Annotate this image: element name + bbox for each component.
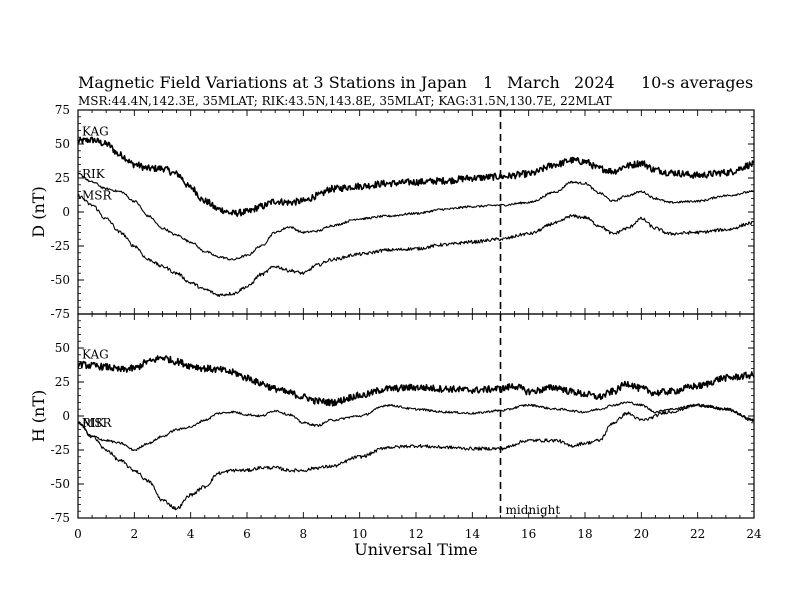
y-tick-label: -75 — [51, 511, 70, 525]
y-tick-label: 25 — [55, 171, 70, 185]
y-tick-label: 0 — [62, 409, 70, 423]
x-tick-label: 20 — [634, 527, 649, 541]
x-tick-label: 6 — [243, 527, 251, 541]
y-tick-label: 50 — [55, 341, 70, 355]
chart-year: 2024 — [574, 73, 615, 92]
series-label-msr: MSR — [82, 189, 113, 203]
series-line-msr — [77, 193, 755, 298]
y-tick-label: -50 — [51, 477, 70, 491]
series-line-msr — [77, 403, 755, 511]
x-tick-label: 14 — [465, 527, 481, 541]
x-tick-label: 10 — [352, 527, 367, 541]
x-tick-label: 18 — [577, 527, 592, 541]
x-tick-label: 24 — [746, 527, 762, 541]
series-label-kag: KAG — [82, 124, 109, 138]
chart-averages: 10-s averages — [641, 73, 753, 92]
panel-frame — [77, 313, 755, 519]
y-tick-label: -75 — [51, 307, 70, 321]
x-tick-label: 0 — [74, 527, 82, 541]
y-axis-label: D (nT) — [29, 186, 48, 237]
series-label-rik: RIK — [82, 416, 106, 430]
chart-month: March — [507, 73, 560, 92]
series-label-kag: KAG — [82, 347, 109, 361]
series-line-rik — [77, 172, 755, 261]
y-tick-label: 75 — [55, 103, 70, 117]
y-tick-label: 50 — [55, 137, 70, 151]
y-tick-label: -50 — [51, 273, 70, 287]
x-tick-label: 22 — [690, 527, 705, 541]
y-tick-label: -25 — [51, 443, 70, 457]
chart-title: Magnetic Field Variations at 3 Stations … — [78, 73, 467, 92]
series-line-rik — [77, 401, 755, 452]
x-axis-label: Universal Time — [354, 540, 477, 559]
station-coordinates: MSR:44.4N,142.3E, 35MLAT; RIK:43.5N,143.… — [78, 94, 612, 108]
series-line-kag — [77, 355, 755, 407]
x-tick-label: 2 — [131, 527, 139, 541]
y-axis-label: H (nT) — [29, 390, 48, 443]
x-tick-label: 16 — [521, 527, 536, 541]
y-tick-label: -25 — [51, 239, 70, 253]
y-tick-label: 25 — [55, 375, 70, 389]
x-tick-label: 8 — [300, 527, 308, 541]
chart-day: 1 — [483, 73, 493, 92]
x-tick-label: 12 — [408, 527, 423, 541]
x-tick-label: 4 — [187, 527, 195, 541]
series-line-kag — [77, 136, 755, 217]
midnight-label: midnight — [506, 503, 561, 517]
y-tick-label: 0 — [62, 205, 70, 219]
series-label-rik: RIK — [82, 167, 106, 181]
series-label-msr: MSR — [82, 416, 113, 430]
